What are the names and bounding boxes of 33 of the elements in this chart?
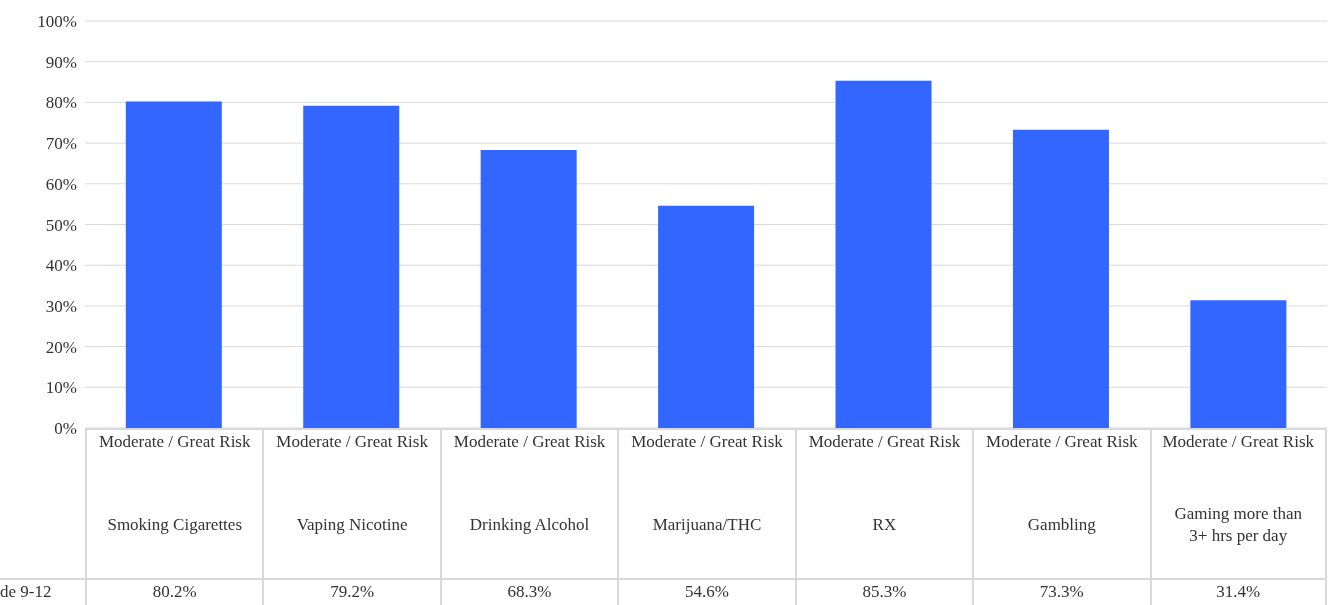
- bar: [1012, 129, 1109, 428]
- data-label: 31.4%: [1149, 580, 1327, 605]
- category-label: Moderate / Great Risk Marijuana/THC: [631, 432, 783, 534]
- category-label: Moderate / Great Risk Gaming more than 3+ hrs per day: [1162, 432, 1315, 545]
- y-tick-label: 60%: [45, 174, 77, 194]
- bar: [658, 205, 755, 428]
- y-tick-label: 80%: [45, 93, 77, 113]
- y-tick-label: 40%: [45, 256, 77, 276]
- data-label: 54.6%: [617, 580, 795, 605]
- category-label: Moderate / Great Risk Vaping Nicotine: [276, 432, 428, 534]
- bar: [1190, 300, 1287, 428]
- y-tick-label: 90%: [45, 52, 77, 72]
- y-tick-label: 50%: [45, 215, 77, 235]
- category-label: Moderate / Great Risk RX: [808, 432, 961, 534]
- category-label: Moderate / Great Risk Smoking Cigarettes: [98, 432, 251, 534]
- bar: [480, 150, 577, 428]
- y-tick-label: 70%: [45, 134, 77, 154]
- data-label: 80.2%: [85, 580, 263, 605]
- data-label: 85.3%: [794, 580, 973, 605]
- y-tick-label: 20%: [45, 337, 77, 357]
- category-label: Moderate / Great Risk Drinking Alcohol: [453, 432, 606, 534]
- y-tick-label: 0%: [54, 419, 77, 439]
- y-tick-label: 100%: [37, 12, 77, 32]
- category-label: Moderate / Great Risk Gambling: [986, 432, 1138, 534]
- bar: [303, 105, 400, 428]
- text: de 9-12: [0, 581, 53, 603]
- data-label: 73.3%: [972, 580, 1150, 605]
- y-tick-label: 30%: [45, 296, 77, 316]
- y-tick-label: 10%: [45, 378, 77, 398]
- data-label: 79.2%: [262, 580, 440, 605]
- data-label: 68.3%: [439, 580, 618, 605]
- bar: [835, 80, 932, 428]
- bar: [125, 101, 222, 428]
